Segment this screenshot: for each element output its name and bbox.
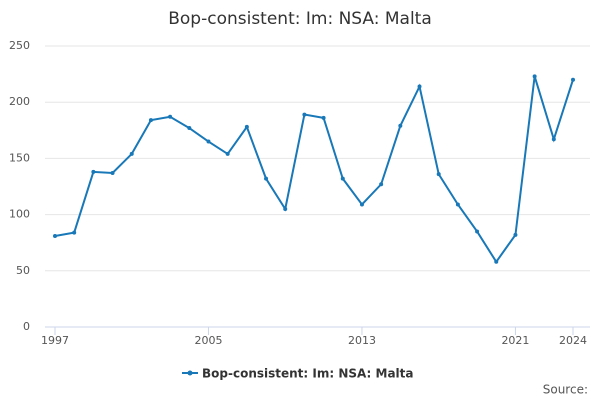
legend-label: Bop-consistent: Im: NSA: Malta xyxy=(202,367,414,381)
point xyxy=(110,171,115,176)
point xyxy=(187,126,192,131)
point xyxy=(417,84,422,89)
point xyxy=(206,139,211,144)
point xyxy=(455,202,460,207)
point xyxy=(264,176,269,181)
point xyxy=(302,112,307,117)
point xyxy=(359,202,364,207)
point xyxy=(72,230,77,235)
legend-symbol-point xyxy=(187,370,193,376)
point xyxy=(551,137,556,142)
point xyxy=(475,229,480,234)
point xyxy=(513,232,518,237)
point xyxy=(494,259,499,264)
x-tick-label: 2013 xyxy=(348,334,376,347)
point xyxy=(244,124,249,129)
y-tick-label: 50 xyxy=(16,264,30,277)
point xyxy=(340,176,345,181)
point xyxy=(379,182,384,187)
y-tick-label: 200 xyxy=(9,95,30,108)
point xyxy=(53,233,57,238)
y-tick-label: 0 xyxy=(23,320,30,333)
chart-title: Bop-consistent: Im: NSA: Malta xyxy=(168,9,432,29)
point xyxy=(436,172,441,177)
y-tick-label: 250 xyxy=(9,39,30,52)
point xyxy=(91,169,96,174)
point xyxy=(225,151,230,156)
point xyxy=(148,118,153,123)
source: Source: xyxy=(543,383,588,397)
point xyxy=(168,114,173,119)
point xyxy=(571,77,575,82)
x-tick-label: 2005 xyxy=(194,334,222,347)
point xyxy=(321,115,326,120)
y-tick-label: 100 xyxy=(9,208,30,221)
point xyxy=(283,206,288,211)
point xyxy=(398,123,403,128)
point xyxy=(129,151,134,156)
line xyxy=(54,76,574,264)
x-tick-label: 2021 xyxy=(501,334,529,347)
point xyxy=(532,74,537,79)
x-tick-label: 2024 xyxy=(559,334,587,347)
y-tick-label: 150 xyxy=(9,151,30,164)
x-tick-label: 1997 xyxy=(41,334,69,347)
